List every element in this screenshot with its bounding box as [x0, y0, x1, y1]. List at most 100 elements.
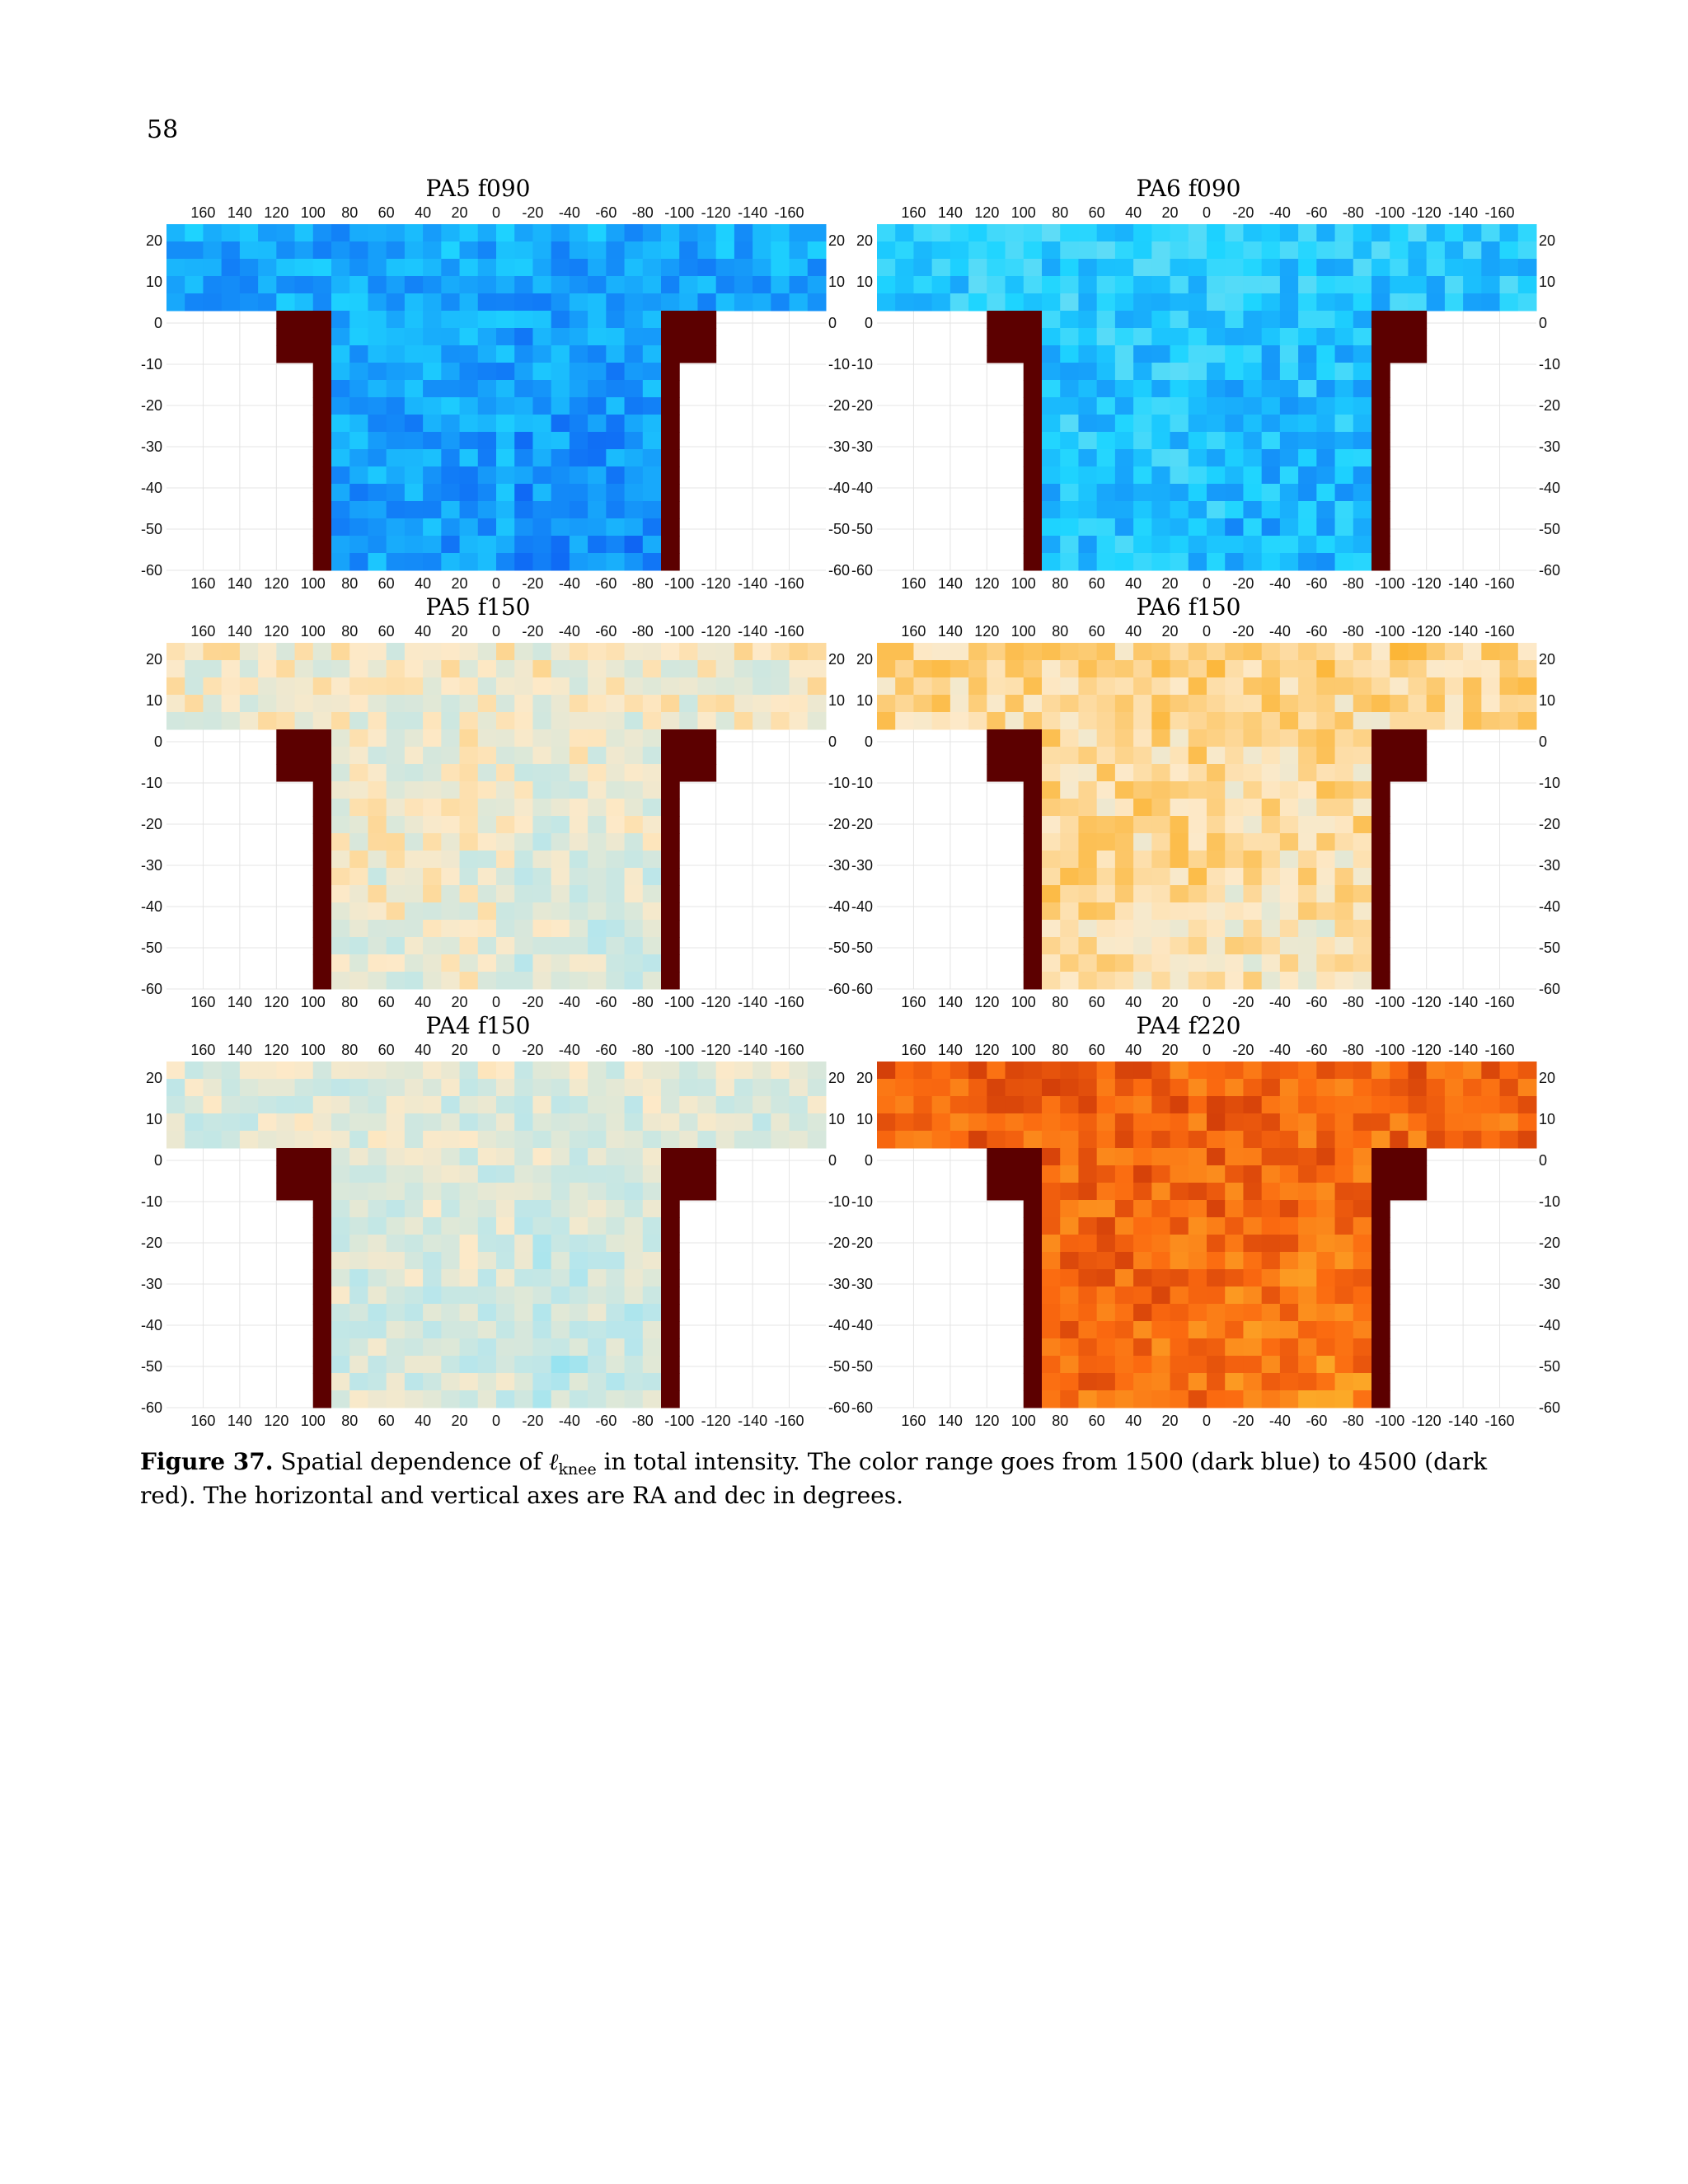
heatmap-cell — [532, 747, 552, 765]
heatmap-cell — [1372, 553, 1390, 571]
heatmap-cell — [877, 224, 896, 242]
heatmap-cell — [1316, 851, 1336, 869]
x-tick-top: 100 — [301, 623, 326, 640]
y-tick-left: -40 — [851, 1317, 873, 1333]
x-tick-bottom: 120 — [974, 994, 999, 1010]
heatmap-cell — [331, 868, 350, 886]
y-tick-right: -20 — [828, 1235, 850, 1251]
heatmap-cell — [1390, 1183, 1409, 1201]
heatmap-cell — [1042, 972, 1061, 990]
heatmap-cell — [1023, 293, 1043, 312]
heatmap-cell — [221, 1062, 241, 1080]
y-tick-left: -10 — [851, 1193, 873, 1210]
heatmap-cell — [349, 851, 368, 869]
heatmap-cell — [1188, 1252, 1207, 1270]
heatmap-cell — [588, 695, 607, 713]
x-tick-bottom: 160 — [901, 1413, 926, 1429]
heatmap-cell — [1170, 764, 1189, 782]
heatmap-cell — [1207, 851, 1226, 869]
heatmap-cell — [1243, 920, 1263, 938]
heatmap-cell — [569, 224, 588, 242]
heatmap-cell — [551, 328, 570, 346]
heatmap-cell — [1042, 1286, 1061, 1305]
heatmap-cell — [1114, 466, 1134, 485]
heatmap-cell — [1298, 345, 1317, 363]
heatmap-cell — [459, 415, 479, 433]
heatmap-cell — [1316, 1235, 1336, 1253]
x-tick-top: -100 — [664, 204, 694, 221]
heatmap-cell — [349, 224, 368, 242]
heatmap-cell — [404, 1286, 424, 1305]
heatmap-cell — [532, 1079, 552, 1097]
heatmap-cell — [459, 833, 479, 851]
heatmap-cell — [753, 224, 771, 242]
heatmap-cell — [496, 311, 515, 329]
heatmap-cell — [1298, 643, 1317, 661]
heatmap-cell — [642, 712, 662, 730]
heatmap-cell — [588, 259, 607, 277]
y-tick-right: -10 — [1539, 775, 1560, 791]
heatmap-cell — [642, 937, 662, 955]
heatmap-cell — [404, 466, 424, 485]
x-tick-bottom: -20 — [1232, 994, 1254, 1010]
heatmap-cell — [1096, 363, 1116, 381]
y-tick-right: 0 — [828, 1152, 837, 1169]
heatmap-cell — [1261, 1062, 1281, 1080]
panel-title: PA6 f150 — [1136, 593, 1241, 621]
heatmap-cell — [1060, 1269, 1079, 1287]
heatmap-cell — [1133, 553, 1152, 571]
heatmap-cell — [1463, 241, 1482, 260]
heatmap-cell — [1133, 1096, 1152, 1114]
heatmap-cell — [1114, 677, 1134, 696]
heatmap-cell — [1261, 397, 1281, 415]
heatmap-cell — [1334, 1096, 1354, 1114]
y-tick-right: 0 — [1539, 315, 1547, 331]
heatmap-cell — [1042, 415, 1061, 433]
heatmap-cell — [203, 293, 223, 312]
heatmap-cell — [459, 553, 479, 571]
heatmap-cell — [588, 1321, 607, 1339]
heatmap-cell — [514, 1321, 533, 1339]
heatmap-cell — [1353, 397, 1372, 415]
heatmap-cell — [1372, 1373, 1390, 1391]
heatmap-cell — [1005, 747, 1025, 765]
heatmap-cell — [1114, 954, 1134, 972]
heatmap-cell — [895, 224, 914, 242]
heatmap-cell — [1207, 712, 1226, 730]
heatmap-cell — [715, 259, 735, 277]
heatmap-cell — [1023, 1286, 1043, 1305]
heatmap-cell — [203, 677, 223, 696]
heatmap-cell — [1279, 1113, 1299, 1132]
heatmap-cell — [624, 954, 644, 972]
heatmap-cell — [661, 380, 680, 398]
heatmap-cell — [386, 643, 406, 661]
heatmap-cell — [404, 276, 424, 294]
heatmap-cell — [1188, 1183, 1207, 1201]
heatmap-cell — [1133, 643, 1152, 661]
heatmap-cell — [1133, 851, 1152, 869]
heatmap-cell — [1207, 449, 1226, 467]
x-tick-top: 100 — [1011, 204, 1036, 221]
heatmap-cell — [1023, 816, 1043, 834]
heatmap-cell — [1298, 764, 1317, 782]
heatmap-cell — [1042, 397, 1061, 415]
heatmap-cell — [1023, 224, 1043, 242]
x-tick-bottom: 0 — [1203, 575, 1211, 592]
heatmap-cell — [459, 1304, 479, 1322]
heatmap-cell — [968, 1079, 987, 1097]
heatmap-cell — [368, 449, 387, 467]
heatmap-cell — [606, 660, 626, 678]
heatmap-cell — [642, 747, 662, 765]
heatmap-cell — [459, 432, 479, 450]
heatmap-cell — [588, 1373, 607, 1391]
heatmap-cell — [459, 276, 479, 294]
heatmap-cell — [1390, 747, 1409, 765]
y-tick-right: -50 — [828, 521, 850, 537]
heatmap-cell — [1060, 397, 1079, 415]
heatmap-cell — [514, 501, 533, 519]
x-tick-top: -160 — [775, 1042, 804, 1058]
heatmap-cell — [1042, 1200, 1061, 1218]
heatmap-cell — [642, 241, 662, 260]
heatmap-cell — [459, 677, 479, 696]
heatmap-cell — [1005, 712, 1025, 730]
